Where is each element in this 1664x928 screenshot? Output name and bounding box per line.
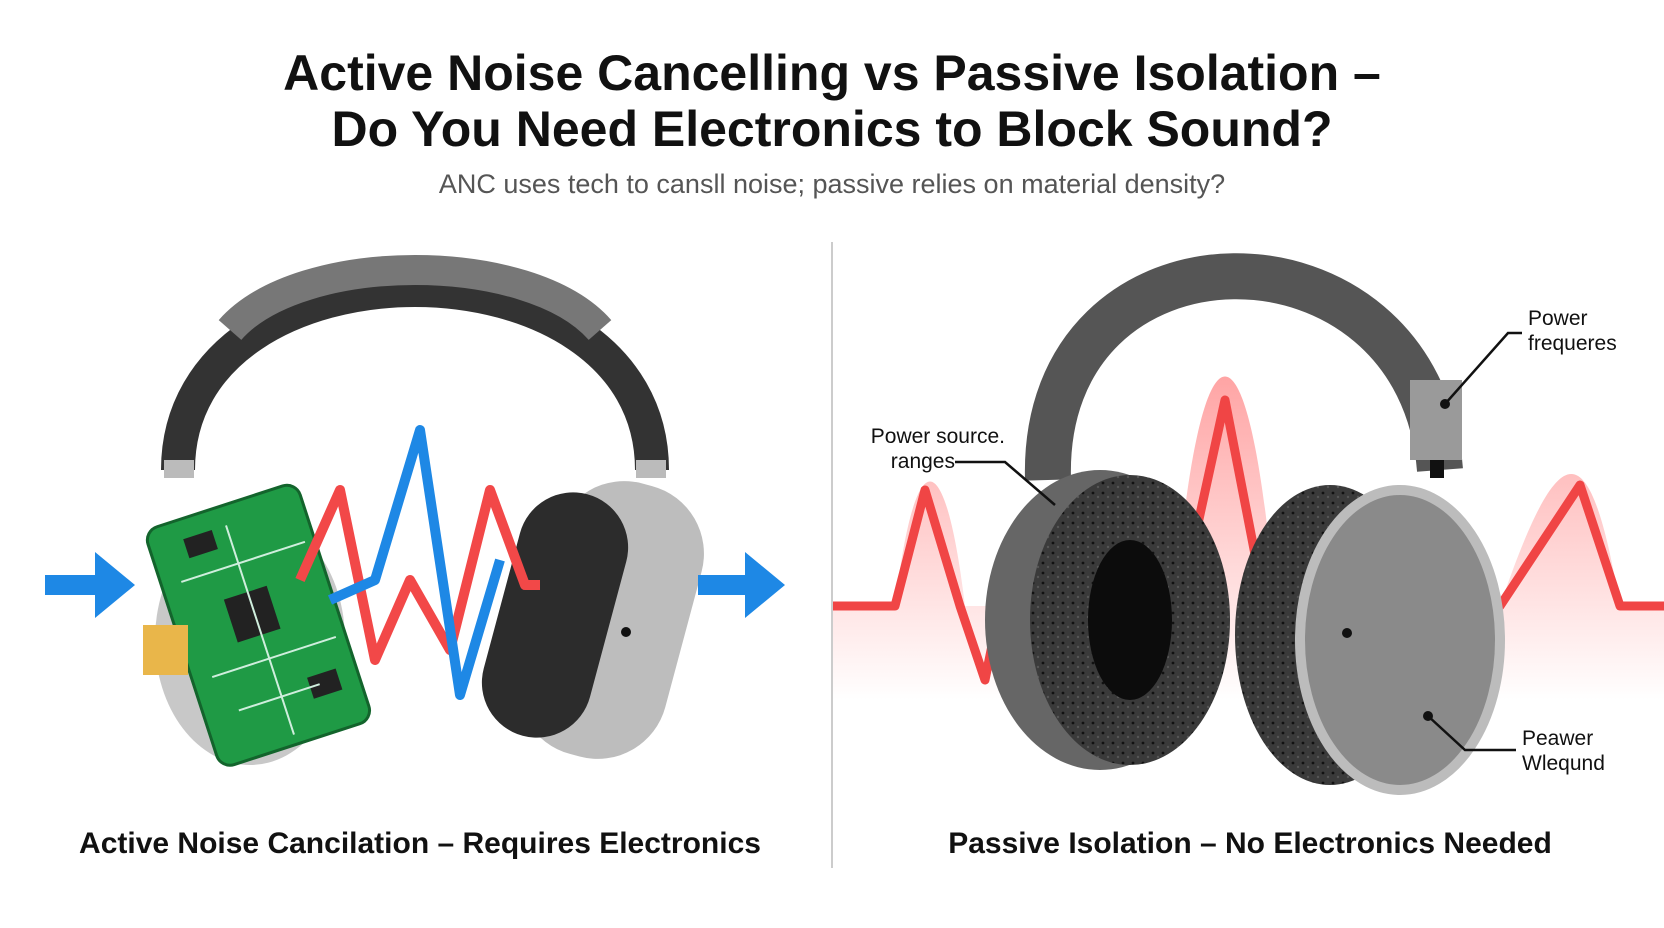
title-line: Do You Need Electronics to Block Sound? (331, 101, 1332, 157)
connector (143, 625, 188, 675)
anc-illustration (45, 255, 785, 767)
annotation: frequeres (1528, 332, 1617, 355)
ear-cup (1295, 485, 1505, 795)
headband (1024, 253, 1463, 481)
annotation: Power source. (871, 425, 1005, 448)
subtitle: ANC uses tech to cansll noise; passive r… (439, 169, 1225, 199)
passive-illustration (833, 253, 1664, 795)
dot (621, 627, 631, 637)
panel-caption: Passive Isolation – No Electronics Neede… (948, 827, 1552, 860)
headband-pad (218, 255, 612, 341)
leader-line (1427, 715, 1516, 752)
ear-hole (1088, 540, 1172, 700)
anti-noise-wave (327, 425, 505, 700)
hinge (636, 460, 666, 478)
annotation: Peawer (1522, 727, 1593, 750)
title-line: Active Noise Cancelling vs Passive Isola… (283, 45, 1381, 101)
noise-wave (295, 485, 540, 665)
leader-line (955, 460, 1056, 506)
hinge (164, 460, 194, 478)
headband (161, 273, 669, 471)
panel-caption: Active Noise Cancilation – Requires Elec… (79, 827, 761, 860)
annotation: ranges (891, 450, 955, 473)
arrow-out (698, 552, 785, 618)
slider-mark (1430, 460, 1444, 478)
leader-line (1444, 331, 1522, 405)
annotation: Power (1528, 307, 1588, 330)
dot (1342, 628, 1352, 638)
annotation: Wleqund (1522, 752, 1605, 775)
arrow-in (45, 552, 135, 618)
